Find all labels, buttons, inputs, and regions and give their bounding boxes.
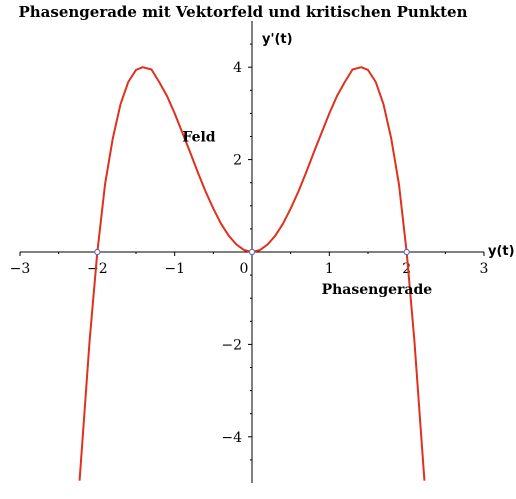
chart-title: Phasengerade mit Vektorfeld und kritisch…: [18, 3, 467, 21]
critical-point: [248, 248, 256, 256]
y-tick-label: 4: [233, 60, 242, 76]
y-tick-label: −2: [221, 337, 242, 353]
x-tick-label: −1: [164, 261, 185, 277]
annotations: Feld Phasengerade: [182, 130, 432, 298]
critical-point: [403, 248, 410, 256]
x-tick-label: 1: [325, 261, 334, 277]
y-tick-label: −4: [221, 430, 242, 446]
x-axis-label: y(t): [488, 244, 515, 259]
critical-point: [94, 248, 101, 256]
annotation-label: Phasengerade: [322, 282, 433, 298]
tick-labels: −3 −2 −1 0 1 2 3 −4 −2 2 4: [10, 60, 489, 446]
critical-points: [94, 248, 410, 256]
x-tick-label: −2: [87, 261, 108, 277]
x-tick-label: −3: [10, 261, 31, 277]
x-tick-label: 3: [480, 261, 489, 277]
x-tick-label: 2: [402, 261, 411, 277]
annotation-label: Feld: [182, 130, 215, 146]
y-axis-label: y'(t): [262, 32, 293, 47]
x-tick-label: 0: [240, 261, 249, 277]
y-tick-label: 2: [233, 153, 242, 169]
